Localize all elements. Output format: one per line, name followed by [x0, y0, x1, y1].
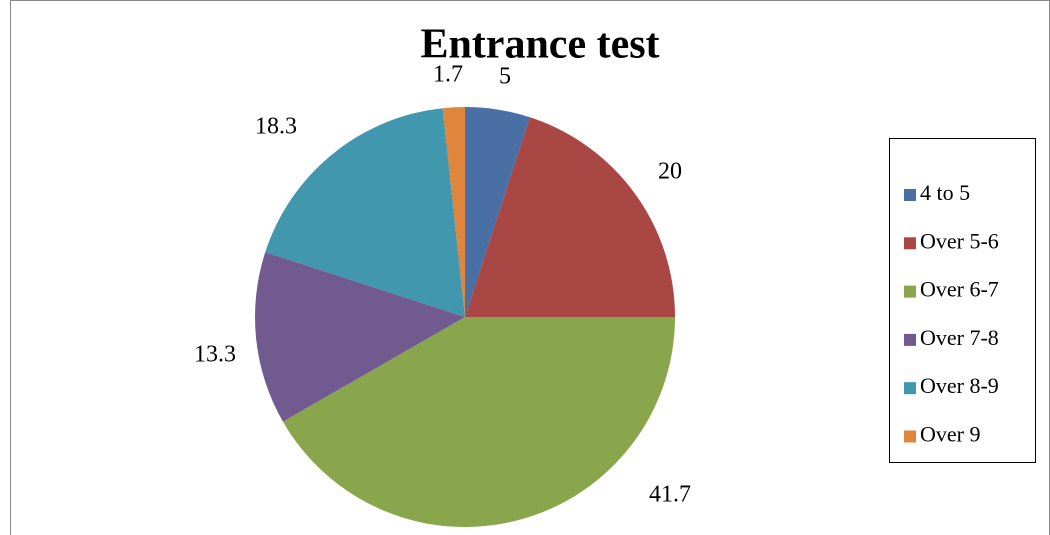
legend-swatch: [904, 333, 916, 346]
legend-swatch: [904, 285, 916, 298]
pie-slice: [282, 317, 675, 528]
legend-label: Over 8-9: [920, 373, 999, 398]
legend-label: Over 6-7: [920, 277, 999, 302]
pie-slice: [465, 107, 530, 317]
legend-swatch: [904, 382, 916, 395]
legend-swatch: [904, 189, 916, 201]
legend-swatch: [904, 430, 916, 443]
data-label: 20: [658, 159, 682, 185]
pie-slice: [442, 107, 465, 317]
pie-slice: [465, 117, 675, 317]
data-label: 1.7: [433, 62, 463, 88]
data-label: 18.3: [255, 114, 297, 140]
data-label: 13.3: [194, 342, 236, 368]
legend-swatch: [904, 237, 916, 250]
legend-label: Over 5-6: [920, 228, 999, 253]
chart-title: Entrance test: [420, 22, 659, 68]
data-label: 41.7: [649, 482, 691, 508]
pie-slice: [265, 108, 465, 317]
legend-label: 4 to 5: [920, 180, 970, 205]
legend-label: Over 9: [920, 422, 980, 447]
data-label: 5: [499, 64, 511, 90]
legend-label: Over 7-8: [920, 325, 999, 350]
pie-slice: [255, 252, 465, 422]
